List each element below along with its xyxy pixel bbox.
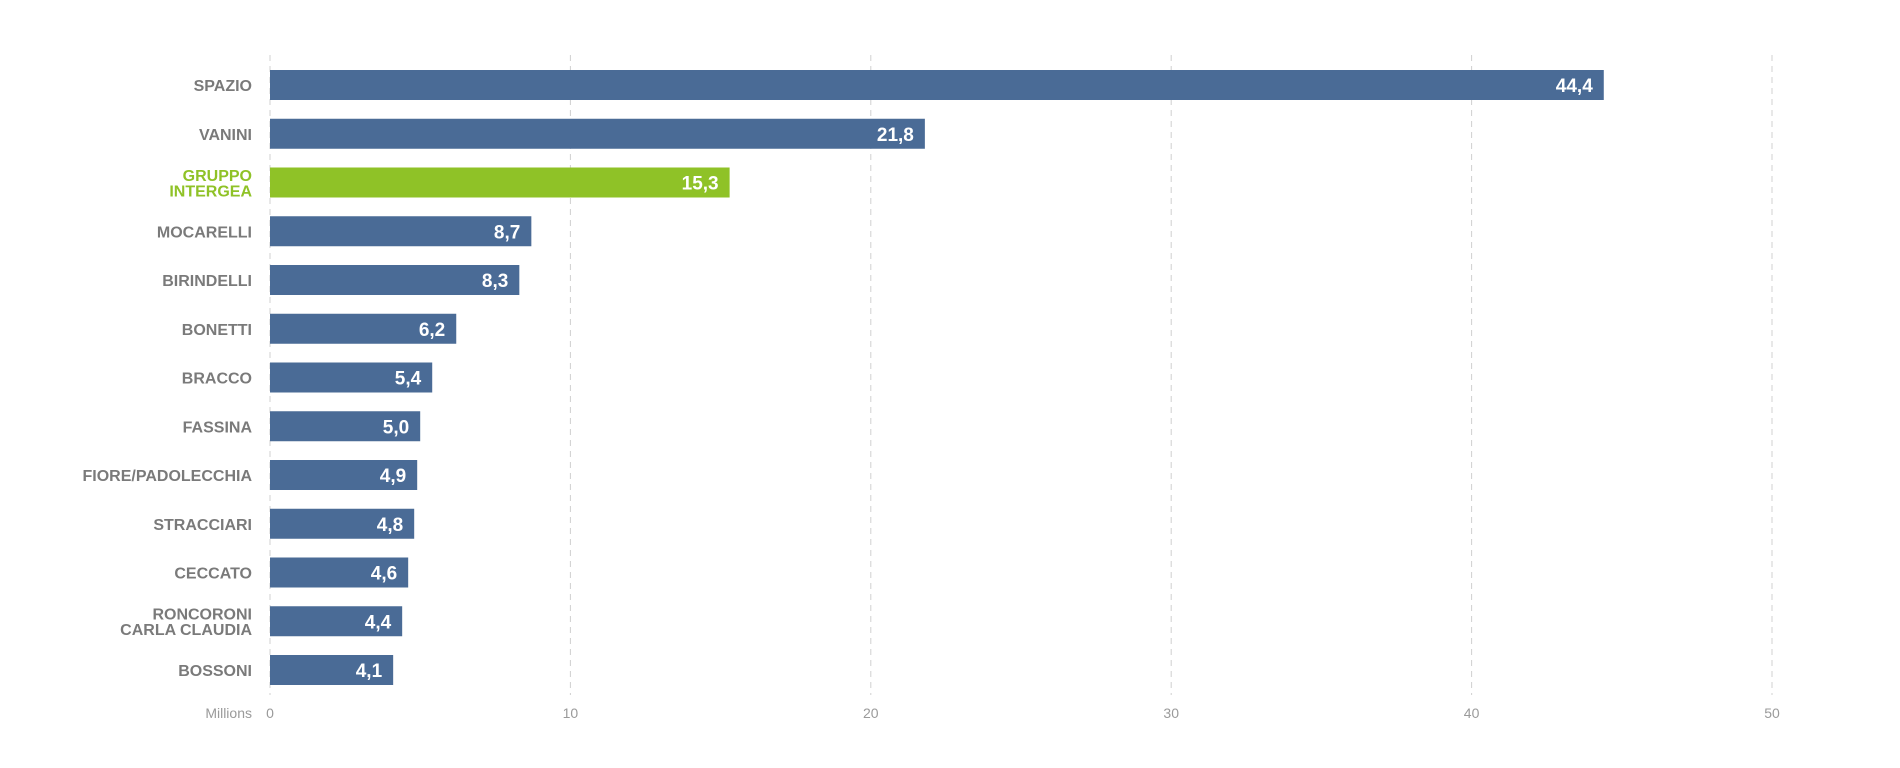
category-label: FASSINA	[183, 419, 253, 436]
value-label: 15,3	[682, 174, 719, 195]
value-label: 5,4	[395, 369, 422, 390]
bar	[270, 655, 394, 685]
category-label: RONCORONI CARLA CLAUDIA	[120, 607, 252, 640]
x-axis-ticks: 0 10 20 30 40 50	[266, 705, 1780, 721]
value-label: 8,3	[482, 271, 508, 292]
category-label-line: BIRINDELLI	[162, 273, 252, 290]
bar	[270, 265, 520, 295]
value-label: 21,8	[877, 125, 914, 146]
bar	[270, 70, 1604, 100]
value-labels: 44,4 21,8 15,3 8,7 8,3 6,2 5,4 5,0 4,9 4,8 4,6 4,4 4…	[356, 76, 1593, 682]
category-label-line: BOSSONI	[178, 663, 252, 680]
grid-lines	[269, 55, 1773, 695]
value-label: 4,8	[377, 515, 403, 536]
category-label: VANINI	[199, 127, 252, 144]
value-label: 5,0	[383, 417, 409, 438]
category-label: STRACCIARI	[153, 517, 252, 534]
category-label-line: STRACCIARI	[153, 517, 252, 534]
x-tick-label: 40	[1464, 705, 1480, 721]
bar	[270, 118, 925, 149]
category-label-highlight: GRUPPO INTERGEA	[169, 168, 252, 201]
category-label-line: MOCARELLI	[157, 224, 252, 241]
category-label-line: BRACCO	[182, 371, 252, 388]
category-labels: SPAZIO VANINI GRUPPO INTERGEA MOCARELLI BIRIN…	[83, 78, 253, 680]
x-tick-label: 30	[1163, 705, 1179, 721]
bar	[270, 557, 409, 588]
unit-label: Millions	[205, 705, 252, 721]
bar	[270, 362, 433, 393]
value-label: 4,6	[371, 564, 397, 585]
category-label-line: INTERGEA	[169, 183, 252, 200]
category-label: SPAZIO	[194, 78, 252, 95]
category-label-line: CARLA CLAUDIA	[120, 622, 252, 639]
category-label-line: VANINI	[199, 127, 252, 144]
category-label: BRACCO	[182, 371, 252, 388]
x-tick-label: 20	[863, 705, 879, 721]
category-label-line: RONCORONI	[152, 607, 252, 624]
category-label: BOSSONI	[178, 663, 252, 680]
value-label: 44,4	[1556, 76, 1593, 97]
category-label-line: SPAZIO	[194, 78, 252, 95]
value-label: 8,7	[494, 222, 520, 243]
x-tick-label: 0	[266, 705, 274, 721]
bars	[270, 70, 1604, 685]
bar	[270, 167, 730, 198]
value-label: 4,1	[356, 661, 383, 682]
category-label: BIRINDELLI	[162, 273, 252, 290]
bar	[270, 313, 457, 344]
category-label: BONETTI	[182, 322, 252, 339]
category-label: FIORE/PADOLECCHIA	[83, 468, 253, 485]
category-label: MOCARELLI	[157, 224, 252, 241]
bar	[270, 606, 403, 637]
value-label: 4,4	[365, 612, 392, 633]
category-label-line: FIORE/PADOLECCHIA	[83, 468, 253, 485]
bar	[270, 411, 421, 442]
category-label-line: BONETTI	[182, 322, 252, 339]
category-label-line: FASSINA	[183, 419, 253, 436]
category-label-line: CECCATO	[174, 566, 252, 583]
x-tick-label: 50	[1764, 705, 1780, 721]
bar	[270, 508, 415, 539]
bar	[270, 460, 418, 490]
bar	[270, 216, 532, 247]
x-tick-label: 10	[563, 705, 579, 721]
category-label-line: GRUPPO	[183, 168, 252, 185]
category-label: CECCATO	[174, 566, 252, 583]
value-label: 4,9	[380, 466, 406, 487]
value-label: 6,2	[419, 320, 445, 341]
